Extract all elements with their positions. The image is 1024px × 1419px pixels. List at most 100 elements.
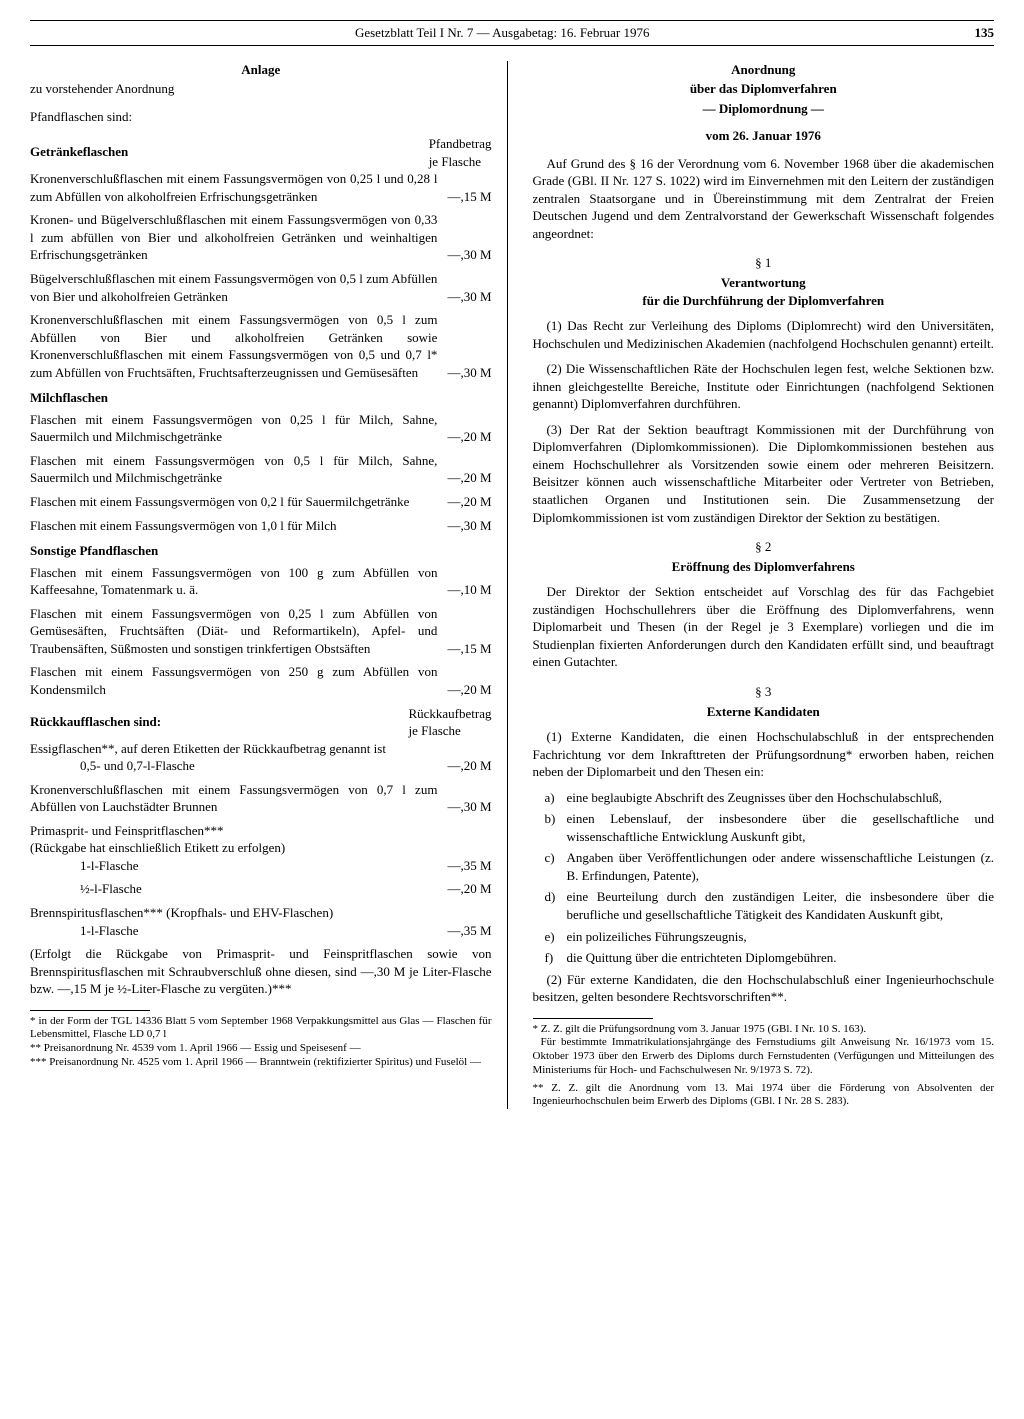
page-header: Gesetzblatt Teil I Nr. 7 — Ausgabetag: 1… [30, 20, 994, 46]
price-row: Flaschen mit einem Fassungsvermögen von … [30, 605, 492, 658]
price-value: —,20 M [447, 469, 491, 487]
price-row: Flaschen mit einem Fassungsvermögen von … [30, 663, 492, 698]
prima-sub: (Rückgabe hat einschließlich Etikett zu … [30, 839, 492, 857]
price-row: Bügelverschlußflaschen mit einem Fassung… [30, 270, 492, 305]
right-column: Anordnung über das Diplomverfahren — Dip… [528, 61, 995, 1110]
price-desc: Flaschen mit einem Fassungsvermögen von … [30, 517, 447, 535]
milch-heading: Milchflaschen [30, 389, 492, 407]
right-fn1b: Für bestimmte Immatrikulationsjahrgänge … [533, 1036, 995, 1077]
intro-para: Auf Grund des § 16 der Verordnung vom 6.… [533, 155, 995, 243]
prima-1l: 1-l-Flasche [30, 857, 447, 875]
price-value: —,20 M [447, 681, 491, 699]
ord-title-1: Anordnung [533, 61, 995, 79]
brenn-1l: 1-l-Flasche [30, 922, 447, 940]
price-desc: Kronenverschlußflaschen mit einem Fassun… [30, 311, 447, 381]
price-value: —,30 M [447, 517, 491, 535]
footnote-separator-right [533, 1018, 653, 1019]
s2-num: § 2 [533, 538, 995, 556]
price-row: Flaschen mit einem Fassungsvermögen von … [30, 452, 492, 487]
price-header-1: Pfandbetrag [429, 135, 492, 153]
list-text: Angaben über Veröffentlichungen oder and… [567, 849, 995, 884]
prima-half: ½-l-Flasche [30, 880, 447, 898]
price-desc: Flaschen mit einem Fassungsvermögen von … [30, 605, 447, 658]
price-header-2: je Flasche [429, 153, 492, 171]
s3-num: § 3 [533, 683, 995, 701]
s1-title-1: Verantwortung [533, 274, 995, 292]
price-desc: Kronenverschlußflaschen mit einem Fassun… [30, 170, 447, 205]
s1-p2: (2) Die Wissenschaftlichen Räte der Hoch… [533, 360, 995, 413]
list-item: a)eine beglaubigte Abschrift des Zeugnis… [533, 789, 995, 807]
right-fn2: ** Z. Z. gilt die Anordnung vom 13. Mai … [533, 1082, 995, 1110]
list-text: einen Lebenslauf, der insbesondere über … [567, 810, 995, 845]
price-row: Flaschen mit einem Fassungsvermögen von … [30, 493, 492, 511]
prima-half-val: —,20 M [447, 880, 491, 898]
essig-desc: Essigflaschen**, auf deren Etiketten der… [30, 740, 492, 758]
list-marker: a) [533, 789, 567, 807]
price-value: —,30 M [447, 364, 491, 382]
list-marker: f) [533, 949, 567, 967]
sonstige-heading: Sonstige Pfandflaschen [30, 542, 492, 560]
ord-title-2: über das Diplomverfahren [533, 80, 995, 98]
price-desc: Flaschen mit einem Fassungsvermögen von … [30, 493, 447, 511]
price-value: —,15 M [447, 188, 491, 206]
ord-title-3: — Diplomordnung — [533, 100, 995, 118]
left-column: Anlage zu vorstehender Anordnung Pfandfl… [30, 61, 508, 1110]
rueck-header-1: Rückkaufbetrag [408, 705, 491, 723]
price-desc: Flaschen mit einem Fassungsvermögen von … [30, 663, 447, 698]
list-marker: c) [533, 849, 567, 884]
price-value: —,30 M [447, 246, 491, 264]
rueck-heading: Rückkaufflaschen sind: [30, 713, 161, 731]
price-desc: Flaschen mit einem Fassungsvermögen von … [30, 564, 447, 599]
price-value: —,15 M [447, 640, 491, 658]
list-item: b)einen Lebenslauf, der insbesondere übe… [533, 810, 995, 845]
price-desc: Bügelverschlußflaschen mit einem Fassung… [30, 270, 447, 305]
price-value: —,10 M [447, 581, 491, 599]
essig-val: —,20 M [447, 757, 491, 775]
list-marker: d) [533, 888, 567, 923]
list-text: die Quittung über die entrichteten Diplo… [567, 949, 995, 967]
ord-date: vom 26. Januar 1976 [533, 127, 995, 145]
s3-p2: (2) Für externe Kandidaten, die den Hoch… [533, 971, 995, 1006]
anlage-heading: Anlage [30, 61, 492, 79]
pfand-intro: Pfandflaschen sind: [30, 108, 492, 126]
price-value: —,30 M [447, 288, 491, 306]
list-text: eine Beurteilung durch den zuständigen L… [567, 888, 995, 923]
left-fn1: * in der Form der TGL 14336 Blatt 5 vom … [30, 1015, 492, 1043]
price-desc: Flaschen mit einem Fassungsvermögen von … [30, 452, 447, 487]
s2-p: Der Direktor der Sektion entscheidet auf… [533, 583, 995, 671]
s1-p1: (1) Das Recht zur Verleihung des Diploms… [533, 317, 995, 352]
price-desc: Kronen- und Bügelverschlußflaschen mit e… [30, 211, 447, 264]
left-note: (Erfolgt die Rückgabe von Primasprit- un… [30, 945, 492, 998]
lauch-desc: Kronenverschlußflaschen mit einem Fassun… [30, 781, 447, 816]
anlage-subtitle: zu vorstehender Anordnung [30, 80, 492, 98]
s1-title-2: für die Durchführung der Diplomverfahren [533, 292, 995, 310]
list-marker: b) [533, 810, 567, 845]
left-fn2: ** Preisanordnung Nr. 4539 vom 1. April … [30, 1042, 492, 1056]
price-row: Kronenverschlußflaschen mit einem Fassun… [30, 311, 492, 381]
price-row: Kronen- und Bügelverschlußflaschen mit e… [30, 211, 492, 264]
s3-title: Externe Kandidaten [533, 703, 995, 721]
right-fn1: * Z. Z. gilt die Prüfungsordnung vom 3. … [533, 1023, 995, 1037]
prima-desc: Primasprit- und Feinspritflaschen*** [30, 822, 492, 840]
left-fn3: *** Preisanordnung Nr. 4525 vom 1. April… [30, 1056, 492, 1070]
s3-p1: (1) Externe Kandidaten, die einen Hochsc… [533, 728, 995, 781]
getraenke-heading: Getränkeflaschen [30, 143, 128, 166]
list-item: e)ein polizeiliches Führungszeugnis, [533, 928, 995, 946]
page-number: 135 [975, 24, 995, 42]
header-title: Gesetzblatt Teil I Nr. 7 — Ausgabetag: 1… [30, 24, 975, 42]
lauch-val: —,30 M [447, 798, 491, 816]
rueck-header-2: je Flasche [408, 722, 491, 740]
price-row: Flaschen mit einem Fassungsvermögen von … [30, 564, 492, 599]
brenn-desc: Brennspiritusflaschen*** (Kropfhals- und… [30, 904, 492, 922]
prima-1l-val: —,35 M [447, 857, 491, 875]
brenn-1l-val: —,35 M [447, 922, 491, 940]
footnote-separator [30, 1010, 150, 1011]
list-text: ein polizeiliches Führungszeugnis, [567, 928, 995, 946]
list-item: d)eine Beurteilung durch den zuständigen… [533, 888, 995, 923]
essig-sub: 0,5- und 0,7-l-Flasche [30, 757, 447, 775]
list-text: eine beglaubigte Abschrift des Zeugnisse… [567, 789, 995, 807]
price-row: Flaschen mit einem Fassungsvermögen von … [30, 411, 492, 446]
s1-p3: (3) Der Rat der Sektion beauftragt Kommi… [533, 421, 995, 526]
price-row: Flaschen mit einem Fassungsvermögen von … [30, 517, 492, 535]
s1-num: § 1 [533, 254, 995, 272]
